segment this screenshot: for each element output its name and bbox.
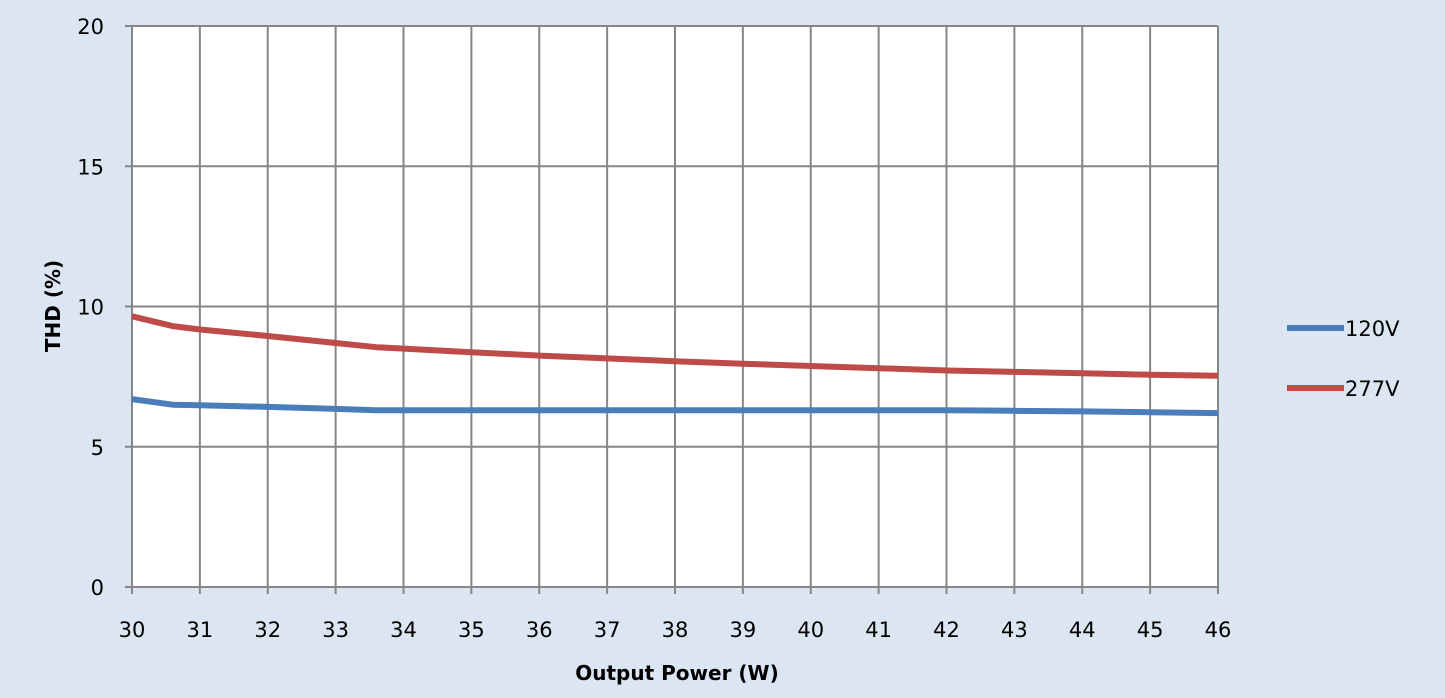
x-tick-label: 40	[797, 618, 824, 642]
x-tick-label: 45	[1137, 618, 1164, 642]
y-tick-label: 20	[77, 15, 104, 39]
series-line-120v	[131, 396, 1219, 417]
y-tick-label: 0	[91, 576, 104, 600]
tick-labels: 30 31 32 33 34 35 36 37 38 39 40 41 42 43 44 45 46 0 5 10 15…	[77, 15, 1231, 642]
x-tick-label: 41	[865, 618, 892, 642]
series-line-277v	[131, 313, 1219, 379]
x-tick-label: 31	[187, 618, 214, 642]
y-tick-label: 15	[77, 155, 104, 179]
x-tick-label: 44	[1069, 618, 1096, 642]
x-tick-label: 46	[1205, 618, 1232, 642]
y-tick-label: 5	[91, 436, 104, 460]
x-tick-label: 32	[254, 618, 281, 642]
axes	[131, 26, 1218, 588]
y-tick-label: 10	[77, 296, 104, 320]
y-axis-title: THD (%)	[41, 260, 65, 352]
x-tick-label: 33	[322, 618, 349, 642]
grid-lines	[125, 25, 1219, 594]
x-tick-label: 34	[390, 618, 417, 642]
legend-label-277v: 277V	[1345, 377, 1400, 401]
x-tick-label: 39	[730, 618, 757, 642]
x-tick-label: 35	[458, 618, 485, 642]
x-tick-label: 43	[1001, 618, 1028, 642]
series-lines	[131, 313, 1219, 417]
x-axis-title: Output Power (W)	[575, 661, 779, 685]
x-tick-label: 38	[662, 618, 689, 642]
x-tick-label: 37	[594, 618, 621, 642]
x-tick-label: 42	[933, 618, 960, 642]
legend: 120V 277V	[1287, 317, 1400, 401]
x-tick-label: 36	[526, 618, 553, 642]
legend-label-120v: 120V	[1345, 317, 1400, 341]
x-tick-label: 30	[119, 618, 146, 642]
